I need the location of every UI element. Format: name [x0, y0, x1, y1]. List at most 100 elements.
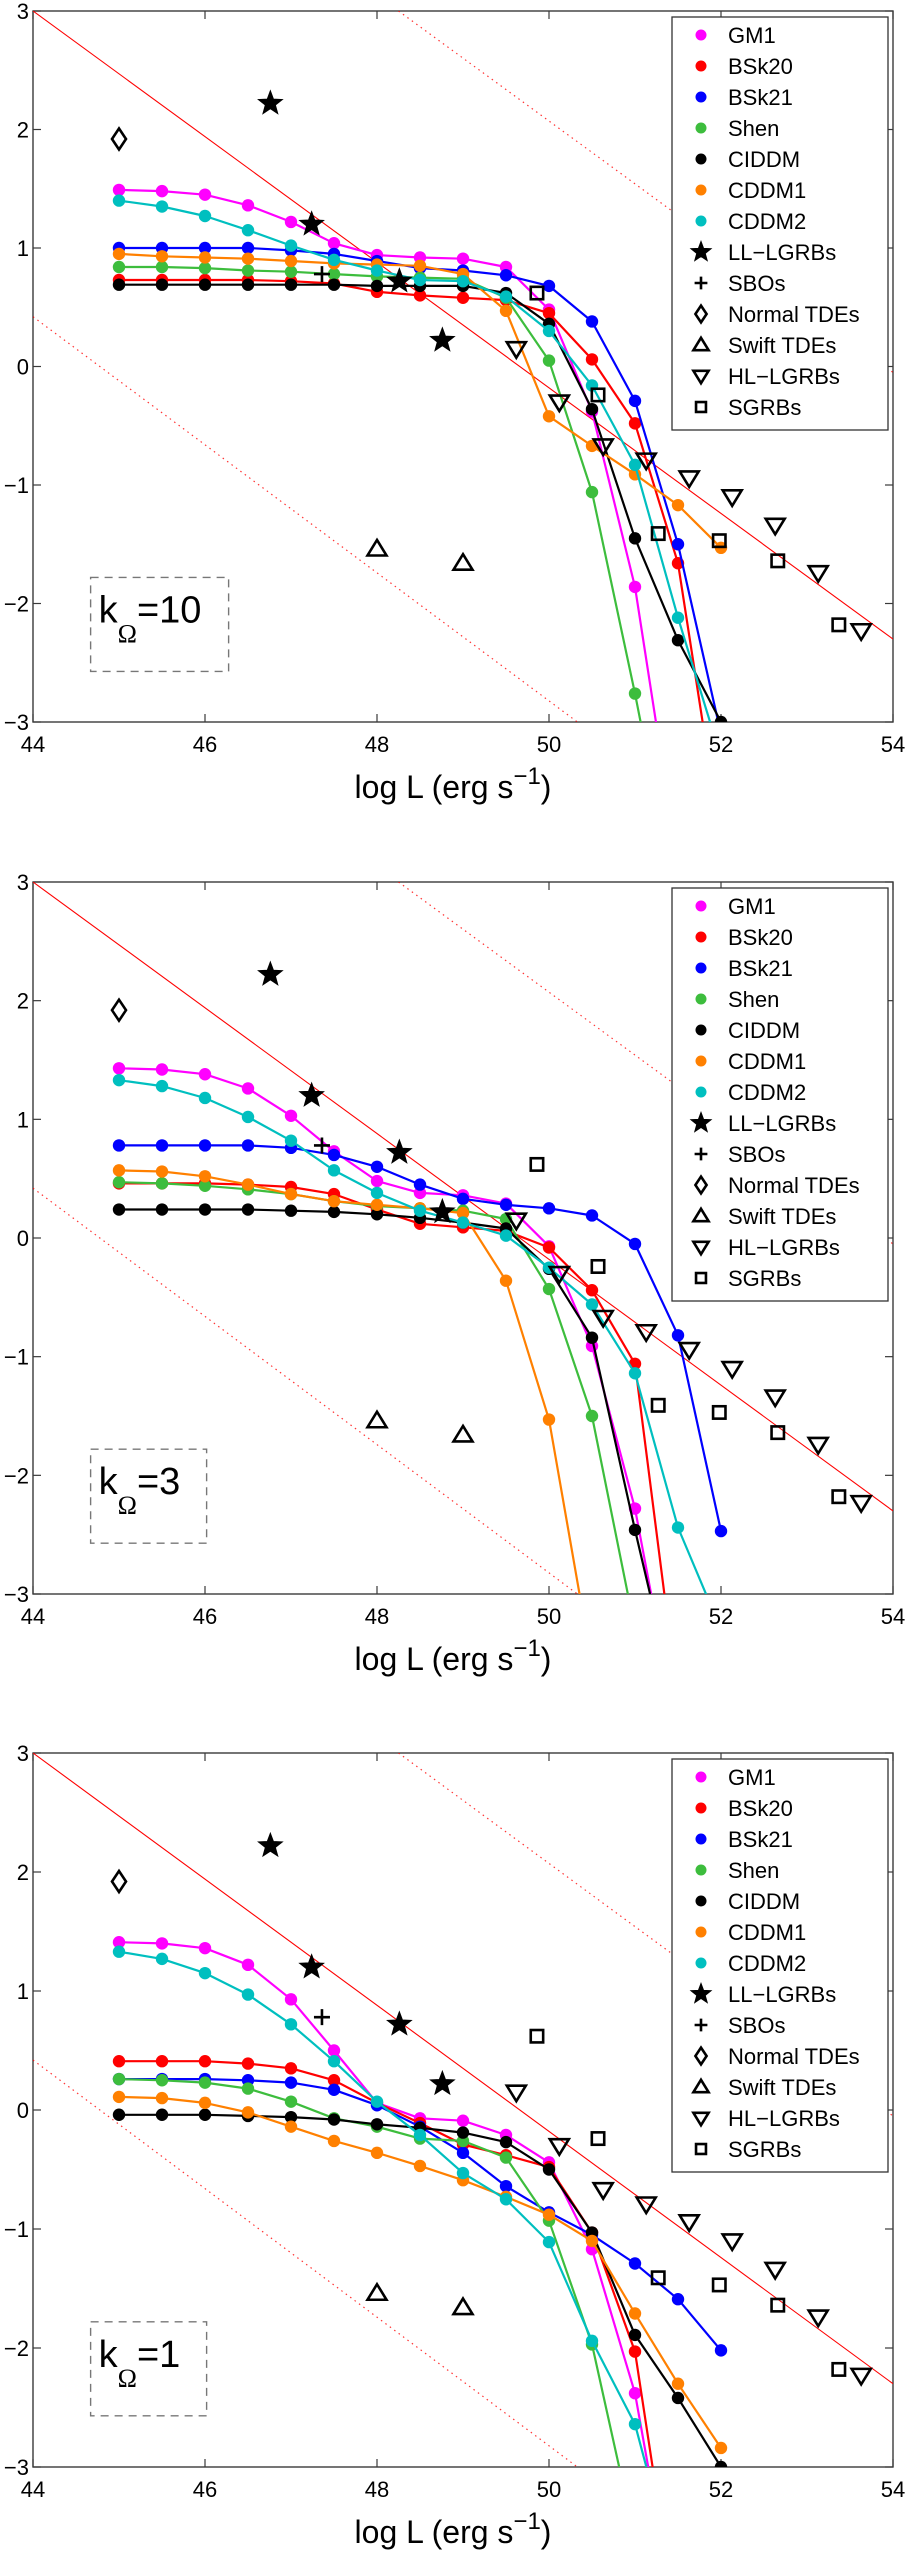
scatter-ll-lgrbs	[257, 89, 456, 352]
legend-marker-triangle-down	[691, 369, 711, 386]
k-omega-subscript: Ω	[118, 619, 137, 648]
data-point-bsk21	[155, 1139, 169, 1152]
marker-ll-lgrbs	[386, 267, 413, 293]
data-point-cddm2	[585, 2334, 599, 2348]
legend-label: Shen	[728, 987, 779, 1012]
legend-marker-plus	[694, 276, 708, 290]
data-point-ciddm	[284, 2110, 298, 2124]
data-point-bsk20	[628, 2345, 642, 2358]
legend-marker-square	[694, 400, 708, 414]
data-point-cddm1	[413, 259, 427, 272]
legend-marker-plus	[694, 1147, 708, 1161]
k-omega-label: kΩ=10	[99, 589, 202, 648]
legend-item: SBOs	[694, 1142, 785, 1167]
data-point-ciddm	[671, 634, 685, 647]
data-point-cddm1	[198, 2096, 212, 2110]
x-axis-label-main: log L (erg s	[355, 769, 514, 805]
data-point-cddm2	[413, 1204, 427, 1217]
scatter-swift-tdes	[365, 1409, 475, 1443]
data-point-ciddm	[155, 2108, 169, 2121]
marker-sgrbs	[831, 2361, 847, 2377]
data-point-shen	[112, 2072, 126, 2086]
data-point-shen	[198, 261, 212, 275]
chart-panel-k10: 44 46 48 50 52 54 −3 −2 −1 0 1 2 3 log L (erg s−1) kΩ=…	[0, 0, 909, 805]
data-point-cddm1	[370, 2146, 384, 2160]
x-tick-label: 52	[709, 732, 733, 757]
legend-marker-dot	[695, 1895, 707, 1907]
data-point-cddm2	[499, 290, 513, 303]
legend-marker-dot	[695, 1086, 707, 1098]
data-point-gm1	[327, 237, 341, 250]
legend-item: HL−LGRBs	[691, 364, 840, 389]
plot-content	[33, 1753, 893, 2467]
scatter-hl-lgrbs	[504, 1212, 874, 1515]
data-point-cddm1	[284, 254, 298, 268]
marker-sbos	[313, 2009, 330, 2026]
marker-sgrbs	[650, 526, 666, 542]
data-point-ciddm	[585, 402, 599, 416]
x-tick-label: 46	[193, 2477, 217, 2502]
marker-hl-lgrbs	[504, 1212, 529, 1232]
data-point-cddm2	[370, 264, 384, 277]
x-tick-label: 48	[365, 732, 389, 757]
legend-item: SGRBs	[694, 1266, 801, 1291]
legend-label: BSk20	[728, 925, 793, 950]
legend-label: SGRBs	[728, 1266, 801, 1291]
data-point-gm1	[241, 1082, 255, 1095]
scatter-swift-tdes	[365, 537, 475, 572]
marker-swift-tdes	[451, 1423, 475, 1443]
marker-hl-lgrbs	[763, 2261, 788, 2281]
marker-hl-lgrbs	[504, 2084, 529, 2104]
x-tick-label: 44	[21, 1604, 45, 1629]
data-point-bsk21	[499, 2179, 513, 2193]
data-point-shen	[284, 2095, 298, 2108]
legend-label: CDDM2	[728, 1080, 806, 1105]
legend-marker-dot	[695, 215, 707, 227]
legend-frame	[671, 16, 889, 431]
data-point-cddm1	[241, 2106, 255, 2119]
data-point-bsk21	[413, 1178, 427, 1191]
data-point-gm1	[155, 184, 169, 198]
series-line-ciddm	[119, 1208, 652, 1594]
data-point-bsk21	[542, 1202, 556, 1215]
data-point-gm1	[628, 2387, 642, 2400]
x-tick-label: 46	[193, 1604, 217, 1629]
legend-item: GM1	[695, 23, 776, 48]
legend-label: HL−LGRBs	[728, 2106, 840, 2131]
marker-normal-tdes	[110, 997, 128, 1024]
data-point-cddm1	[155, 2091, 169, 2105]
data-point-gm1	[370, 1174, 384, 1188]
marker-hl-lgrbs	[720, 489, 745, 509]
data-point-bsk20	[542, 1241, 556, 1254]
marker-ll-lgrbs	[257, 89, 284, 115]
data-point-cddm1	[198, 251, 212, 264]
x-tick-label: 54	[881, 732, 905, 757]
data-point-cddm2	[456, 2166, 470, 2180]
data-point-cddm1	[628, 2307, 642, 2320]
legend-marker-dot	[695, 29, 707, 41]
legend-marker-dot	[695, 1802, 707, 1814]
marker-hl-lgrbs	[849, 622, 874, 643]
legend-item: Swift TDEs	[691, 333, 836, 358]
legend-marker-dot	[695, 1926, 707, 1938]
legend-label: Swift TDEs	[728, 333, 836, 358]
data-point-bsk21	[585, 315, 599, 328]
data-point-cddm2	[198, 209, 212, 223]
scatter-hl-lgrbs	[504, 340, 874, 643]
legend-marker-star	[689, 1982, 713, 2004]
x-axis-label: log L (erg s−1)	[355, 763, 552, 805]
data-point-ciddm	[370, 1208, 384, 1221]
legend-item: HL−LGRBs	[691, 1235, 840, 1260]
plot-content	[33, 11, 893, 722]
data-point-cddm2	[155, 200, 169, 213]
legend-item: CDDM1	[695, 1920, 806, 1945]
legend-marker-dot	[695, 184, 707, 196]
data-point-shen	[284, 265, 298, 278]
data-point-bsk21	[628, 2257, 642, 2270]
data-point-ciddm	[155, 278, 169, 291]
k-omega-subscript: Ω	[118, 1491, 137, 1520]
legend-item: SBOs	[694, 271, 785, 296]
reference-line-solid	[33, 1753, 893, 2385]
data-point-shen	[585, 1409, 599, 1423]
